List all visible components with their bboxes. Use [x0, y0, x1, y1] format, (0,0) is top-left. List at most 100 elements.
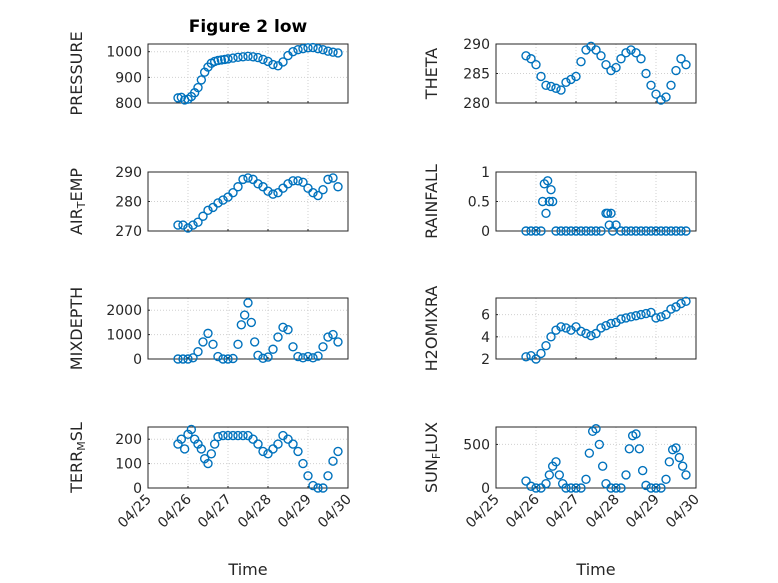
- data-point: [218, 195, 228, 205]
- data-point: [631, 48, 641, 58]
- data-point: [661, 92, 671, 102]
- data-point: [308, 353, 318, 363]
- y-tick-label: 0: [133, 481, 142, 497]
- y-axis-label-part: SL: [67, 422, 86, 441]
- data-point: [248, 52, 258, 62]
- data-point: [203, 458, 213, 469]
- data-point: [521, 51, 531, 61]
- data-point: [636, 309, 646, 320]
- data-point: [536, 226, 546, 236]
- data-point: [198, 337, 208, 347]
- data-point: [278, 322, 288, 332]
- data-point: [308, 187, 318, 198]
- y-tick-label: 500: [463, 437, 490, 453]
- data-point: [176, 434, 187, 444]
- data-point: [521, 226, 531, 236]
- data-point: [233, 430, 243, 441]
- data-point: [641, 480, 651, 491]
- data-point: [531, 483, 541, 493]
- data-point: [626, 45, 636, 55]
- data-point: [526, 481, 536, 491]
- data-point: [249, 337, 260, 347]
- data-point: [586, 331, 596, 341]
- y-axis-label-subscript: F: [430, 453, 443, 459]
- subplot-mixdepth: 0 1000 2000 MIXDEPTH: [67, 287, 349, 370]
- data-point: [581, 328, 591, 339]
- data-point: [671, 226, 681, 236]
- y-tick-label: 0: [481, 481, 490, 497]
- data-point: [544, 196, 555, 207]
- data-point: [541, 340, 551, 351]
- data-point: [641, 226, 651, 236]
- data-point: [664, 457, 675, 467]
- data-point: [173, 93, 183, 103]
- data-point: [561, 323, 571, 333]
- data-point: [561, 77, 571, 88]
- data-point: [303, 471, 313, 481]
- data-point: [228, 53, 238, 63]
- data-point: [611, 220, 621, 230]
- data-point: [596, 51, 606, 61]
- data-point: [313, 43, 323, 54]
- y-tick-label: 0: [133, 352, 142, 368]
- data-point: [263, 186, 273, 196]
- data-point: [541, 80, 551, 91]
- data-point: [661, 309, 671, 320]
- data-point: [278, 57, 288, 67]
- data-point: [253, 52, 263, 63]
- data-point: [641, 68, 651, 79]
- data-point: [621, 226, 631, 236]
- data-point: [213, 55, 223, 66]
- y-tick-label: 100: [115, 457, 142, 473]
- data-point: [531, 59, 541, 70]
- y-axis-label-part: AIR: [67, 208, 86, 235]
- data-point: [556, 226, 566, 236]
- data-point: [283, 325, 293, 335]
- x-axis-label: Time: [227, 560, 267, 579]
- data-point: [318, 342, 328, 352]
- data-point: [646, 483, 656, 493]
- data-point: [646, 307, 656, 318]
- data-point: [601, 59, 611, 70]
- data-point: [209, 439, 220, 449]
- data-point: [293, 351, 303, 362]
- data-point: [328, 47, 338, 57]
- data-point: [656, 483, 666, 493]
- data-point: [268, 344, 278, 354]
- data-point: [213, 198, 223, 208]
- data-point: [213, 351, 223, 362]
- data-point: [308, 42, 318, 53]
- y-tick-label: 1: [481, 165, 490, 181]
- data-point: [193, 346, 203, 357]
- data-point: [313, 351, 323, 361]
- data-point: [288, 342, 298, 352]
- data-point: [293, 176, 303, 186]
- data-point: [621, 313, 631, 323]
- data-point: [238, 174, 248, 185]
- data-point: [333, 446, 343, 457]
- data-point: [636, 226, 646, 236]
- data-point: [313, 483, 323, 493]
- data-point: [531, 226, 541, 236]
- data-point: [203, 328, 213, 339]
- data-point: [551, 83, 561, 93]
- data-point: [606, 318, 616, 329]
- data-point: [216, 55, 227, 65]
- data-point: [323, 332, 333, 342]
- data-point: [288, 46, 298, 57]
- y-axis-label: RAINFALL: [422, 164, 441, 239]
- data-point: [323, 471, 333, 481]
- data-point: [308, 480, 318, 491]
- axes-box: [147, 43, 349, 104]
- data-point: [551, 226, 561, 236]
- data-point: [223, 430, 233, 441]
- data-point: [303, 43, 313, 53]
- y-tick-label: 200: [115, 432, 142, 448]
- data-point: [233, 182, 243, 192]
- y-axis-label: MIXDEPTH: [67, 287, 86, 370]
- y-tick-label: 290: [463, 37, 490, 53]
- x-axis-label: Time: [575, 560, 615, 579]
- data-point: [586, 226, 596, 236]
- y-axis-label: AIRTEMP: [67, 168, 88, 235]
